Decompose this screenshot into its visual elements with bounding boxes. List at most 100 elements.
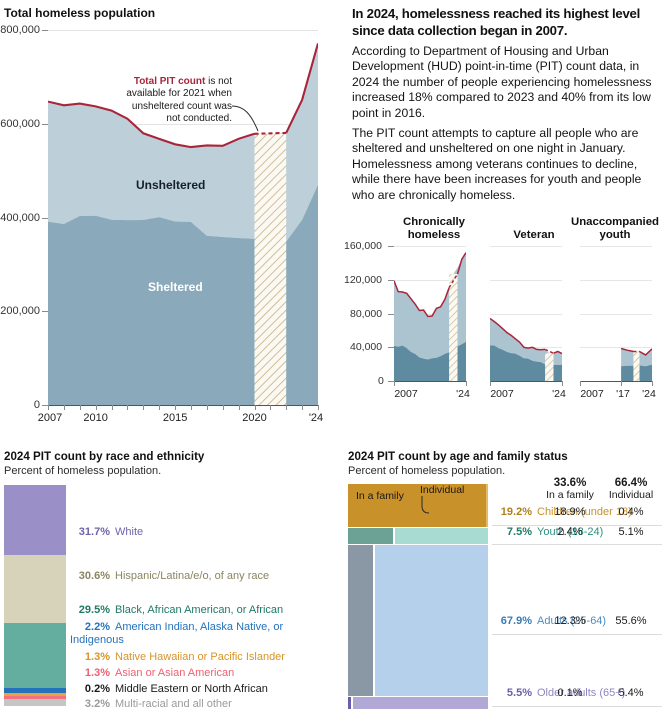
y-axis-label-800000: 800,000 (0, 24, 40, 36)
sm-x-tick (394, 381, 395, 386)
race-segment-native-hawaiian (4, 692, 66, 696)
mosaic-row-adults (348, 545, 488, 696)
age-label: Adults (25-64) (537, 615, 607, 627)
race-legend-hispanic: 30.6% Hispanic/Latina/e/o, of any race (70, 570, 269, 582)
youth-total-line (620, 347, 634, 353)
race-pct: 0.2% (84, 683, 110, 695)
mosaic-individual-children (485, 484, 488, 527)
race-label: Middle Eastern or North African (115, 683, 268, 695)
col-header-pct: 33.6% (553, 477, 587, 489)
sm-y-tick (388, 279, 394, 281)
race-segment-white (4, 485, 66, 556)
sheltered-area (48, 184, 318, 405)
mosaic-individual-youth (394, 527, 488, 545)
race-label: Native Hawaiian or Pacific Islander (115, 651, 285, 663)
unsheltered-band-label: Unsheltered (136, 178, 206, 192)
sm-x-tick (652, 381, 653, 386)
youth-missing-hatch (633, 351, 640, 381)
mosaic-row-older (348, 696, 488, 710)
x-tick (79, 405, 81, 410)
unsheltered-area (48, 43, 318, 253)
chronic-total-line (394, 280, 450, 318)
mosaic-family-adults (348, 545, 374, 696)
annotation-rest: is not available for 2021 when unshelter… (126, 76, 232, 125)
sm-y-tick (388, 347, 394, 349)
race-label: White (115, 526, 144, 538)
total-pit-line-end (285, 43, 318, 134)
age-pct: 7.5% (506, 526, 532, 538)
age-individual-children: 0.4% (618, 506, 644, 518)
age-legend-children: 19.2% Children (under 18) (492, 506, 662, 518)
age-individual-adults: 55.6% (615, 615, 647, 627)
y-tick (42, 30, 48, 31)
gridline (490, 313, 562, 315)
gridline (394, 313, 466, 315)
race-pct: 30.6% (78, 570, 110, 582)
total-pit-line-dashed-gap (254, 131, 287, 135)
sm-x-tick (580, 381, 581, 386)
x-tick (175, 405, 177, 410)
small-chart-youth (580, 246, 652, 381)
race-pct: 31.7% (78, 526, 110, 538)
y-axis-label-400000: 400,000 (0, 211, 40, 224)
mosaic-family-older (348, 696, 351, 710)
sm-x-label-24: '24 (552, 388, 566, 400)
veteran-unsheltered (490, 318, 562, 365)
race-pct: 1.3% (84, 667, 110, 679)
age-chart-title: 2024 PIT count by age and family status (348, 450, 568, 463)
age-chart-subtitle: Percent of homeless population. (348, 465, 506, 477)
race-stacked-bar (4, 485, 66, 707)
race-chart-title: 2024 PIT count by race and ethnicity (4, 450, 205, 463)
age-panel: 2024 PIT count by age and family status … (344, 444, 662, 710)
small-chart-veteran (490, 246, 562, 381)
col-header-individual: 66.4% Individual (600, 477, 662, 501)
mosaic-family-children (348, 484, 486, 527)
col-header-name: In a family (546, 489, 594, 501)
sm-y-label-80000: 80,000 (350, 307, 383, 320)
sm-y-tick (388, 381, 394, 382)
race-segment-asian (4, 695, 66, 699)
race-label: Black, African American, or African (115, 604, 284, 616)
y-tick (42, 123, 48, 125)
x-tick (222, 405, 224, 410)
age-pct: 5.5% (506, 687, 532, 699)
sm-x-tick (562, 381, 563, 386)
veteran-missing-hatch (545, 353, 554, 381)
main-chart-title: Total homeless population (4, 6, 156, 20)
x-tick (159, 405, 161, 410)
x-tick (190, 405, 192, 410)
x-tick (143, 405, 145, 410)
small-chart-title-veteran: Veteran (513, 229, 555, 241)
race-legend-mena: 0.2% Middle Eastern or North African (70, 683, 268, 695)
x-axis-label-2024: '24 (308, 412, 324, 424)
race-label: Asian or Asian American (115, 667, 235, 679)
sm-x-label-2007: 2007 (580, 388, 604, 400)
x-tick (127, 405, 129, 410)
main-chart-panel: Total homeless population 800,000 600,00… (0, 0, 336, 438)
gridline (48, 123, 318, 125)
race-segment-black (4, 622, 66, 688)
col-header-pct: 66.4% (614, 477, 648, 489)
y-axis-label-200000: 200,000 (0, 305, 40, 318)
chronic-unsheltered (394, 252, 466, 360)
sm-x-label-2007: 2007 (394, 388, 418, 400)
race-pct: 3.2% (84, 698, 110, 710)
y-tick (42, 405, 48, 406)
race-label: Hispanic/Latina/e/o, of any race (115, 570, 270, 582)
chronic-total-line-gap (448, 273, 459, 289)
gridline (580, 313, 652, 315)
sm-y-tick (388, 313, 394, 315)
race-legend-white: 31.7% White (70, 526, 143, 538)
small-chart-title-youth: Unaccompanied youth (571, 216, 659, 241)
missing-data-annotation: Total PIT count is not available for 202… (122, 76, 232, 126)
race-legend-american-indian: 2.2% American Indian, Alaska Native, or I… (70, 621, 320, 647)
veteran-series (490, 317, 562, 381)
sm-y-tick (388, 246, 394, 247)
sm-x-axis-youth (580, 381, 652, 382)
sm-y-label-40000: 40,000 (350, 341, 383, 354)
race-legend-asian: 1.3% Asian or Asian American (70, 667, 234, 679)
age-label: Children (under 18) (537, 506, 632, 518)
race-segment-hispanic (4, 555, 66, 623)
chronic-missing-hatch (449, 274, 458, 381)
missing-year-hatch (254, 133, 287, 405)
